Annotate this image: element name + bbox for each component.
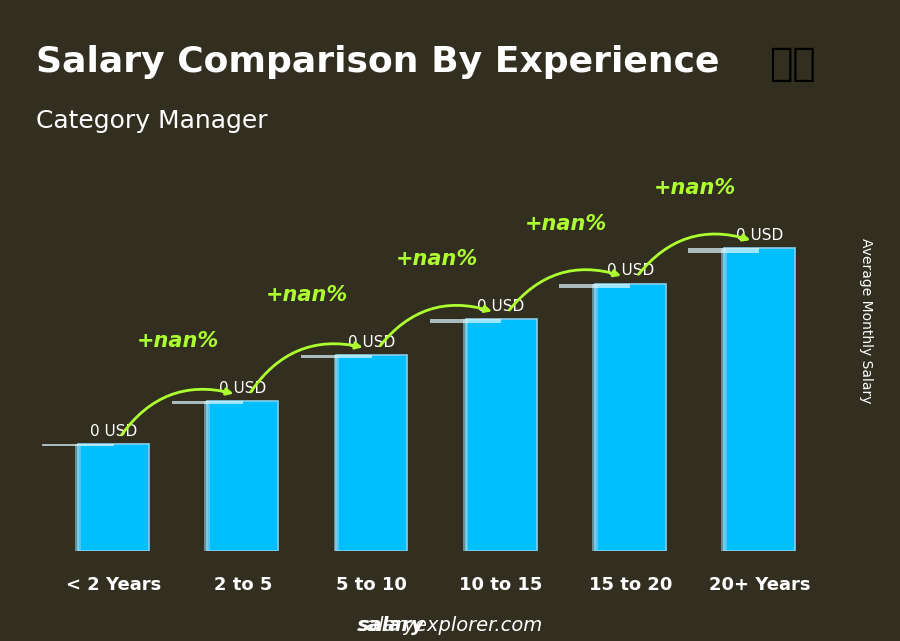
Text: +nan%: +nan% [266, 285, 348, 305]
Text: 0 USD: 0 USD [607, 263, 654, 278]
Bar [75, 444, 81, 551]
Text: 10 to 15: 10 to 15 [459, 576, 543, 594]
Text: +nan%: +nan% [525, 213, 607, 234]
Text: Salary Comparison By Experience: Salary Comparison By Experience [36, 45, 719, 79]
Bar [78, 444, 149, 551]
Bar [207, 401, 278, 551]
Text: 2 to 5: 2 to 5 [213, 576, 272, 594]
Bar [42, 444, 113, 446]
Text: 0 USD: 0 USD [478, 299, 525, 314]
Text: 5 to 10: 5 to 10 [337, 576, 408, 594]
Text: Average Monthly Salary: Average Monthly Salary [859, 238, 873, 403]
Bar [559, 284, 630, 288]
Text: salary: salary [358, 615, 425, 635]
Bar [688, 248, 760, 253]
Text: 20+ Years: 20+ Years [708, 576, 810, 594]
Bar [204, 401, 210, 551]
Text: 0 USD: 0 USD [90, 424, 137, 439]
Text: < 2 Years: < 2 Years [66, 576, 161, 594]
Bar [724, 248, 795, 551]
Bar [301, 355, 372, 358]
Bar [337, 355, 408, 551]
Bar [334, 355, 339, 551]
Text: Category Manager: Category Manager [36, 109, 267, 133]
Text: 0 USD: 0 USD [348, 335, 395, 350]
Bar [465, 319, 536, 551]
Text: 15 to 20: 15 to 20 [589, 576, 672, 594]
Text: +nan%: +nan% [653, 178, 736, 198]
Bar [172, 401, 243, 404]
Bar [592, 284, 598, 551]
Bar [595, 284, 666, 551]
Text: +nan%: +nan% [137, 331, 220, 351]
Text: salaryexplorer.com: salaryexplorer.com [357, 615, 543, 635]
Text: 🇹🇨: 🇹🇨 [769, 45, 815, 83]
Text: +nan%: +nan% [395, 249, 478, 269]
Bar [721, 248, 727, 551]
Text: 0 USD: 0 USD [736, 228, 783, 243]
Bar [430, 319, 501, 323]
Bar [463, 319, 468, 551]
Text: 0 USD: 0 USD [219, 381, 266, 396]
